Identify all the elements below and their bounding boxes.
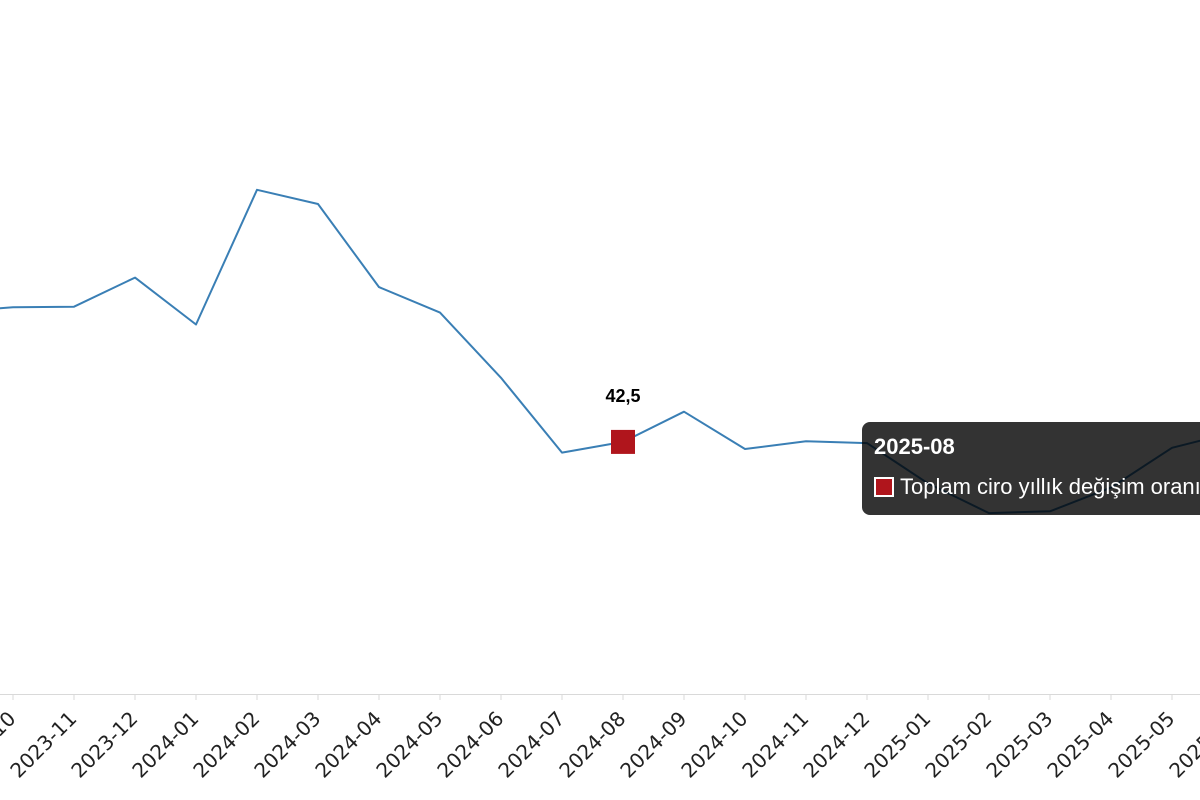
x-tick-label: 2024-04 — [310, 706, 386, 782]
highlighted-point-marker — [611, 429, 635, 454]
x-tick-label: 2024-09 — [615, 706, 691, 782]
x-tick-label: 2024-08 — [554, 706, 630, 782]
x-tick-label: 2024-12 — [798, 706, 874, 782]
chart-tooltip: 2025-08 Toplam ciro yıllık değişim oranı — [862, 422, 1200, 515]
x-tick-label: 2025-04 — [1042, 706, 1118, 782]
x-tick-label: 2024-10 — [676, 706, 752, 782]
tooltip-title: 2025-08 — [874, 434, 955, 459]
x-tick-label: 2024-07 — [493, 706, 569, 782]
x-tick-label: 2024-03 — [249, 706, 325, 782]
x-tick-label: 2025-01 — [859, 706, 935, 782]
x-tick-label: 2025-05 — [1103, 706, 1179, 782]
x-tick-label: 2024-06 — [432, 706, 508, 782]
x-tick-label: 2024-02 — [188, 706, 264, 782]
tooltip-series-row: Toplam ciro yıllık değişim oranı — [874, 474, 1200, 500]
data-label: 42,5 — [605, 386, 640, 406]
tooltip-swatch — [874, 477, 894, 497]
x-tick-label: 2025-02 — [920, 706, 996, 782]
x-tick-label: 2023-12 — [66, 706, 142, 782]
x-tick-label: 2023-11 — [5, 706, 81, 782]
x-tick-label: 2024-11 — [737, 706, 813, 782]
tooltip-series-label: Toplam ciro yıllık değişim oranı — [900, 474, 1200, 499]
x-tick-label: 2024-05 — [371, 706, 447, 782]
x-tick-label: 2024-01 — [127, 706, 203, 782]
x-tick-label: 2025-03 — [981, 706, 1057, 782]
